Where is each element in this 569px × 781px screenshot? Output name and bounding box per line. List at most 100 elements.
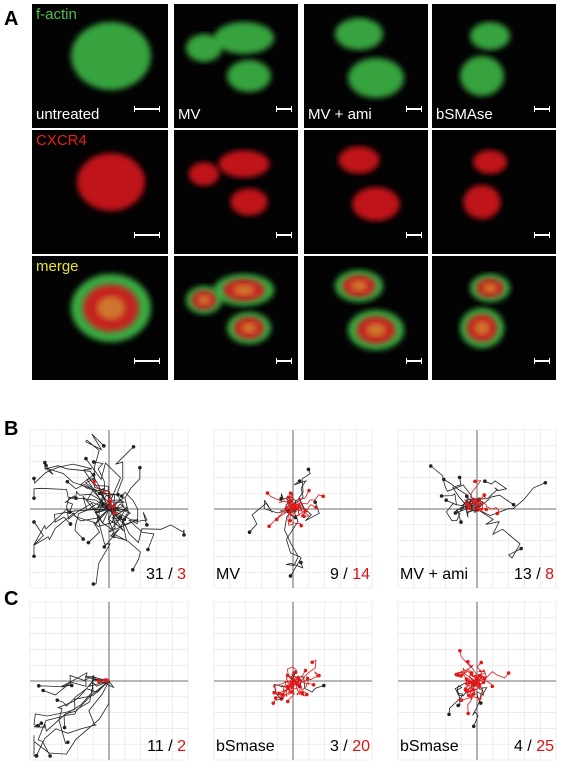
cell <box>460 56 504 96</box>
track-endpoint <box>314 505 318 510</box>
cell <box>483 283 497 293</box>
track-endpoint <box>482 493 487 497</box>
track-endpoint <box>299 560 303 565</box>
row-label-merge: merge <box>36 258 79 275</box>
track-endpoint <box>285 684 290 689</box>
cell <box>230 188 268 216</box>
track-endpoint <box>506 671 511 675</box>
black-count: 9 <box>329 566 339 583</box>
track-endpoint <box>310 660 314 665</box>
cell-track <box>33 680 110 732</box>
cell-track <box>473 680 482 695</box>
micrograph-green-3 <box>432 4 556 128</box>
track-endpoint <box>457 475 462 480</box>
track-endpoint <box>32 476 36 481</box>
track-endpoint <box>307 488 311 493</box>
track-endpoint <box>102 545 107 549</box>
cell-track <box>108 491 139 533</box>
cell-track <box>475 497 483 510</box>
condition-label: bSmase <box>216 738 275 755</box>
micrograph-red-3 <box>432 130 556 254</box>
cell-track <box>104 497 127 548</box>
track-endpoint <box>483 479 487 483</box>
count-separator: / <box>522 738 537 755</box>
cell-track <box>108 508 155 550</box>
black-count: 11 <box>147 738 164 755</box>
cell-image <box>186 22 274 92</box>
cell-track <box>84 478 119 510</box>
cell-track <box>64 490 110 513</box>
track-endpoint <box>91 582 96 586</box>
track-endpoint <box>472 497 476 502</box>
cell-track <box>108 507 141 570</box>
track-endpoint <box>479 660 484 665</box>
track-endpoint <box>439 494 444 498</box>
track-endpoint <box>43 460 47 465</box>
count-separator: / <box>531 566 546 583</box>
cell-track <box>108 503 117 514</box>
cell-track <box>85 433 111 510</box>
count-separator: / <box>163 738 178 755</box>
column-label-2: MV + ami <box>308 106 372 123</box>
micrograph-red-1 <box>174 130 298 254</box>
cell <box>241 322 257 334</box>
cell-track <box>472 680 488 727</box>
cell-track <box>33 463 110 510</box>
cell-track <box>38 675 110 688</box>
track-endpoint <box>466 659 470 664</box>
cell-track <box>249 499 294 533</box>
track-endpoint <box>459 674 463 678</box>
panel-letter-c: C <box>4 588 19 610</box>
black-count: 3 <box>329 738 339 755</box>
scale-bar <box>534 106 550 112</box>
cell-track <box>292 490 310 510</box>
track-endpoint <box>302 514 306 519</box>
track-endpoint <box>92 479 96 484</box>
track-counts: 31 / 3 <box>146 566 186 584</box>
track-endpoint <box>130 567 135 572</box>
cell-track <box>476 662 488 682</box>
track-endpoint <box>288 518 293 523</box>
micrograph-green-2 <box>304 4 428 128</box>
cell-track <box>466 678 478 686</box>
track-endpoint <box>273 696 278 700</box>
track-endpoint <box>305 676 310 681</box>
cell-image <box>460 274 510 348</box>
track-endpoint <box>473 500 478 505</box>
track-endpoint <box>303 668 308 673</box>
scale-bar <box>406 106 422 112</box>
black-count: 31 <box>145 566 164 583</box>
track-endpoint <box>272 690 276 695</box>
trajectory-plot <box>29 429 189 589</box>
track-endpoint <box>65 479 70 484</box>
cell-track <box>287 508 302 526</box>
track-endpoint <box>313 500 317 504</box>
cell-track <box>53 508 110 525</box>
track-endpoint <box>39 721 44 725</box>
count-separator: / <box>163 566 178 583</box>
cell-track <box>276 508 294 520</box>
black-count: 4 <box>513 738 523 755</box>
trajectory-plot <box>397 429 557 589</box>
track-counts: 11 / 2 <box>147 738 186 756</box>
track-endpoint <box>122 517 127 522</box>
track-endpoint <box>91 460 96 464</box>
track-endpoint <box>274 517 279 522</box>
cell-image <box>188 150 270 216</box>
micrograph-green-1 <box>174 4 298 128</box>
track-endpoint <box>317 673 321 678</box>
scale-bar <box>534 358 550 364</box>
micrograph-merge-0 <box>32 256 168 380</box>
scale-bar <box>276 358 292 364</box>
cell-track <box>275 680 294 701</box>
track-endpoint <box>44 463 48 468</box>
track-endpoint <box>55 698 60 702</box>
track-endpoint <box>469 671 474 675</box>
count-separator: / <box>338 566 353 583</box>
cell-track <box>63 680 110 728</box>
cell-track <box>466 680 478 714</box>
cell-track <box>292 680 308 696</box>
cell-track <box>108 508 185 544</box>
cell-track <box>42 674 110 696</box>
cell <box>233 284 255 296</box>
